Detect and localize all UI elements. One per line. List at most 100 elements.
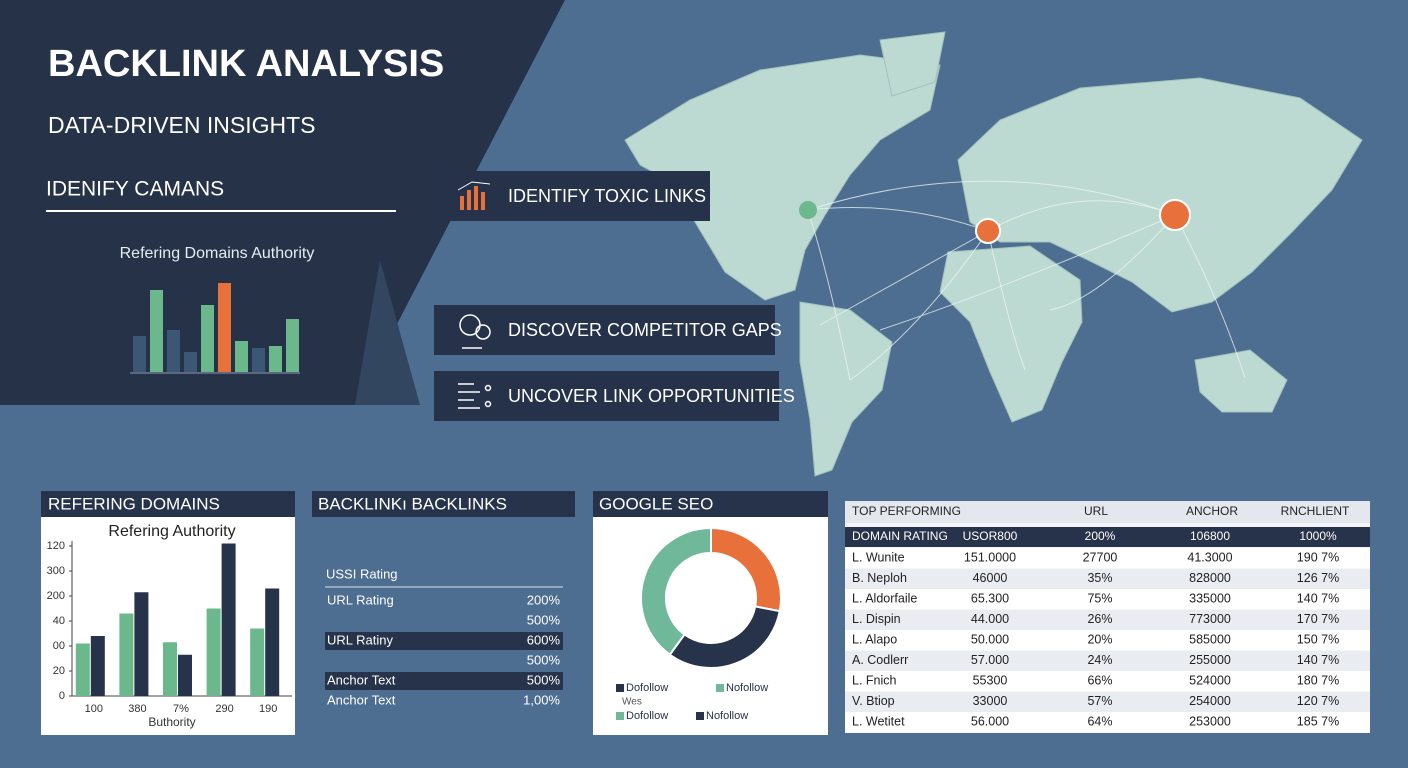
title: BACKLINK ANALYSIS	[48, 43, 444, 85]
legend-swatch	[616, 684, 624, 692]
subtitle: DATA-DRIVEN INSIGHTS	[48, 112, 316, 138]
bar	[250, 628, 265, 696]
feature-box[interactable]	[434, 371, 779, 421]
bar	[150, 290, 163, 372]
table-cell: 126 7%	[1297, 571, 1339, 585]
table-cell: 120 7%	[1297, 694, 1339, 708]
table-cell: 27700	[1083, 550, 1118, 564]
table-cell: 140 7%	[1297, 591, 1339, 605]
panel-header	[312, 491, 575, 517]
bar	[206, 608, 221, 696]
table-header-cell: TOP PERFORMING	[852, 504, 961, 518]
table-cell: 185 7%	[1297, 714, 1339, 728]
hero-panel	[0, 0, 565, 405]
hero-accent	[355, 260, 420, 405]
bar	[167, 330, 180, 372]
table-cell: A. Codlerr	[852, 653, 908, 667]
table-cell: L. Wunite	[852, 550, 905, 564]
table-cell: V. Btiop	[852, 694, 895, 708]
table-row	[845, 630, 1370, 651]
table-row	[845, 712, 1370, 733]
bar	[184, 352, 197, 372]
table-cell: 255000	[1189, 653, 1231, 667]
x-tick-label: 7%	[173, 703, 189, 715]
table-row	[845, 650, 1370, 671]
y-tick-label: 200	[47, 590, 65, 602]
feature-box[interactable]	[434, 305, 775, 355]
x-tick-label: 290	[215, 703, 233, 715]
table-cell: 66%	[1087, 673, 1112, 687]
table-cell: 170 7%	[1297, 612, 1339, 626]
legend-swatch	[696, 712, 704, 720]
table-cell: 26%	[1087, 612, 1112, 626]
table-cell: 773000	[1189, 612, 1231, 626]
feature-label: DISCOVER COMPETITOR GAPS	[508, 320, 782, 340]
row-highlight	[325, 632, 563, 650]
table-cell: 75%	[1087, 591, 1112, 605]
table-cell: 151.0000	[964, 550, 1016, 564]
row-value: 500%	[527, 612, 561, 627]
table-cell: 150 7%	[1297, 632, 1339, 646]
y-tick-label: 0	[59, 690, 65, 702]
row-label: URL Ratiny	[327, 632, 393, 647]
y-tick-label: 120	[47, 540, 65, 552]
bar	[134, 592, 149, 696]
row-value: 200%	[527, 592, 561, 607]
table-cell: 20%	[1087, 632, 1112, 646]
feature-box[interactable]	[434, 171, 710, 221]
table-cell: 828000	[1189, 571, 1231, 585]
row-value: 500%	[527, 652, 561, 667]
world-map	[624, 31, 1363, 477]
table-header-cell: URL	[1084, 504, 1108, 518]
chart-title: Refering Authority	[108, 523, 235, 540]
legend-label: Nofollow	[706, 710, 748, 722]
legend-label: Dofollow	[626, 682, 668, 694]
table-row	[845, 671, 1370, 692]
row-value: 600%	[527, 632, 561, 647]
bar	[133, 336, 146, 372]
table-cell: L. Dispin	[852, 612, 901, 626]
table-header	[845, 501, 1370, 523]
row-label: Anchor Text	[327, 672, 396, 687]
y-tick-label: 00	[53, 640, 65, 652]
map-marker	[1159, 199, 1191, 231]
x-tick-label: 380	[128, 703, 146, 715]
map-marker	[975, 218, 1001, 244]
table-cell: 55300	[973, 673, 1008, 687]
feature-label: IDENTIFY TOXIC LINKS	[508, 186, 706, 206]
table-cell: 335000	[1189, 591, 1231, 605]
table-cell: 35%	[1087, 571, 1112, 585]
table-cell: 33000	[973, 694, 1008, 708]
table-cell: 46000	[973, 571, 1008, 585]
table-row	[845, 691, 1370, 712]
legend-swatch	[616, 712, 624, 720]
table-subheader-cell: 200%	[1085, 529, 1116, 543]
table-cell: B. Neploh	[852, 571, 907, 585]
row-highlight	[325, 672, 563, 690]
table-cell: 50.000	[971, 632, 1009, 646]
table-header-cell: ANCHOR	[1186, 504, 1238, 518]
table-header-cell: RNCHLIENT	[1281, 504, 1350, 518]
table-cell: L. Wetitet	[852, 714, 905, 728]
table-subheader	[845, 527, 1370, 547]
y-tick-label: 300	[47, 565, 65, 577]
bar	[286, 319, 299, 372]
table-cell: 253000	[1189, 714, 1231, 728]
donut-slice	[640, 526, 712, 657]
legend-label: Nofollow	[726, 682, 768, 694]
bar	[218, 283, 231, 372]
table-subheader-cell: USOR800	[963, 529, 1018, 543]
row-value: 500%	[527, 672, 561, 687]
mini-chart-title: Refering Domains Authority	[120, 245, 315, 262]
bar	[119, 613, 134, 696]
table-cell: L. Alapo	[852, 632, 897, 646]
map-marker	[799, 201, 817, 219]
table-row	[845, 589, 1370, 610]
feature-icon	[457, 181, 491, 210]
x-tick-label: 190	[259, 703, 277, 715]
legend-label: Dofollow	[626, 710, 668, 722]
table-cell: 41.3000	[1187, 550, 1232, 564]
row-value: 1,00%	[523, 692, 560, 707]
table-cell: 64%	[1087, 714, 1112, 728]
